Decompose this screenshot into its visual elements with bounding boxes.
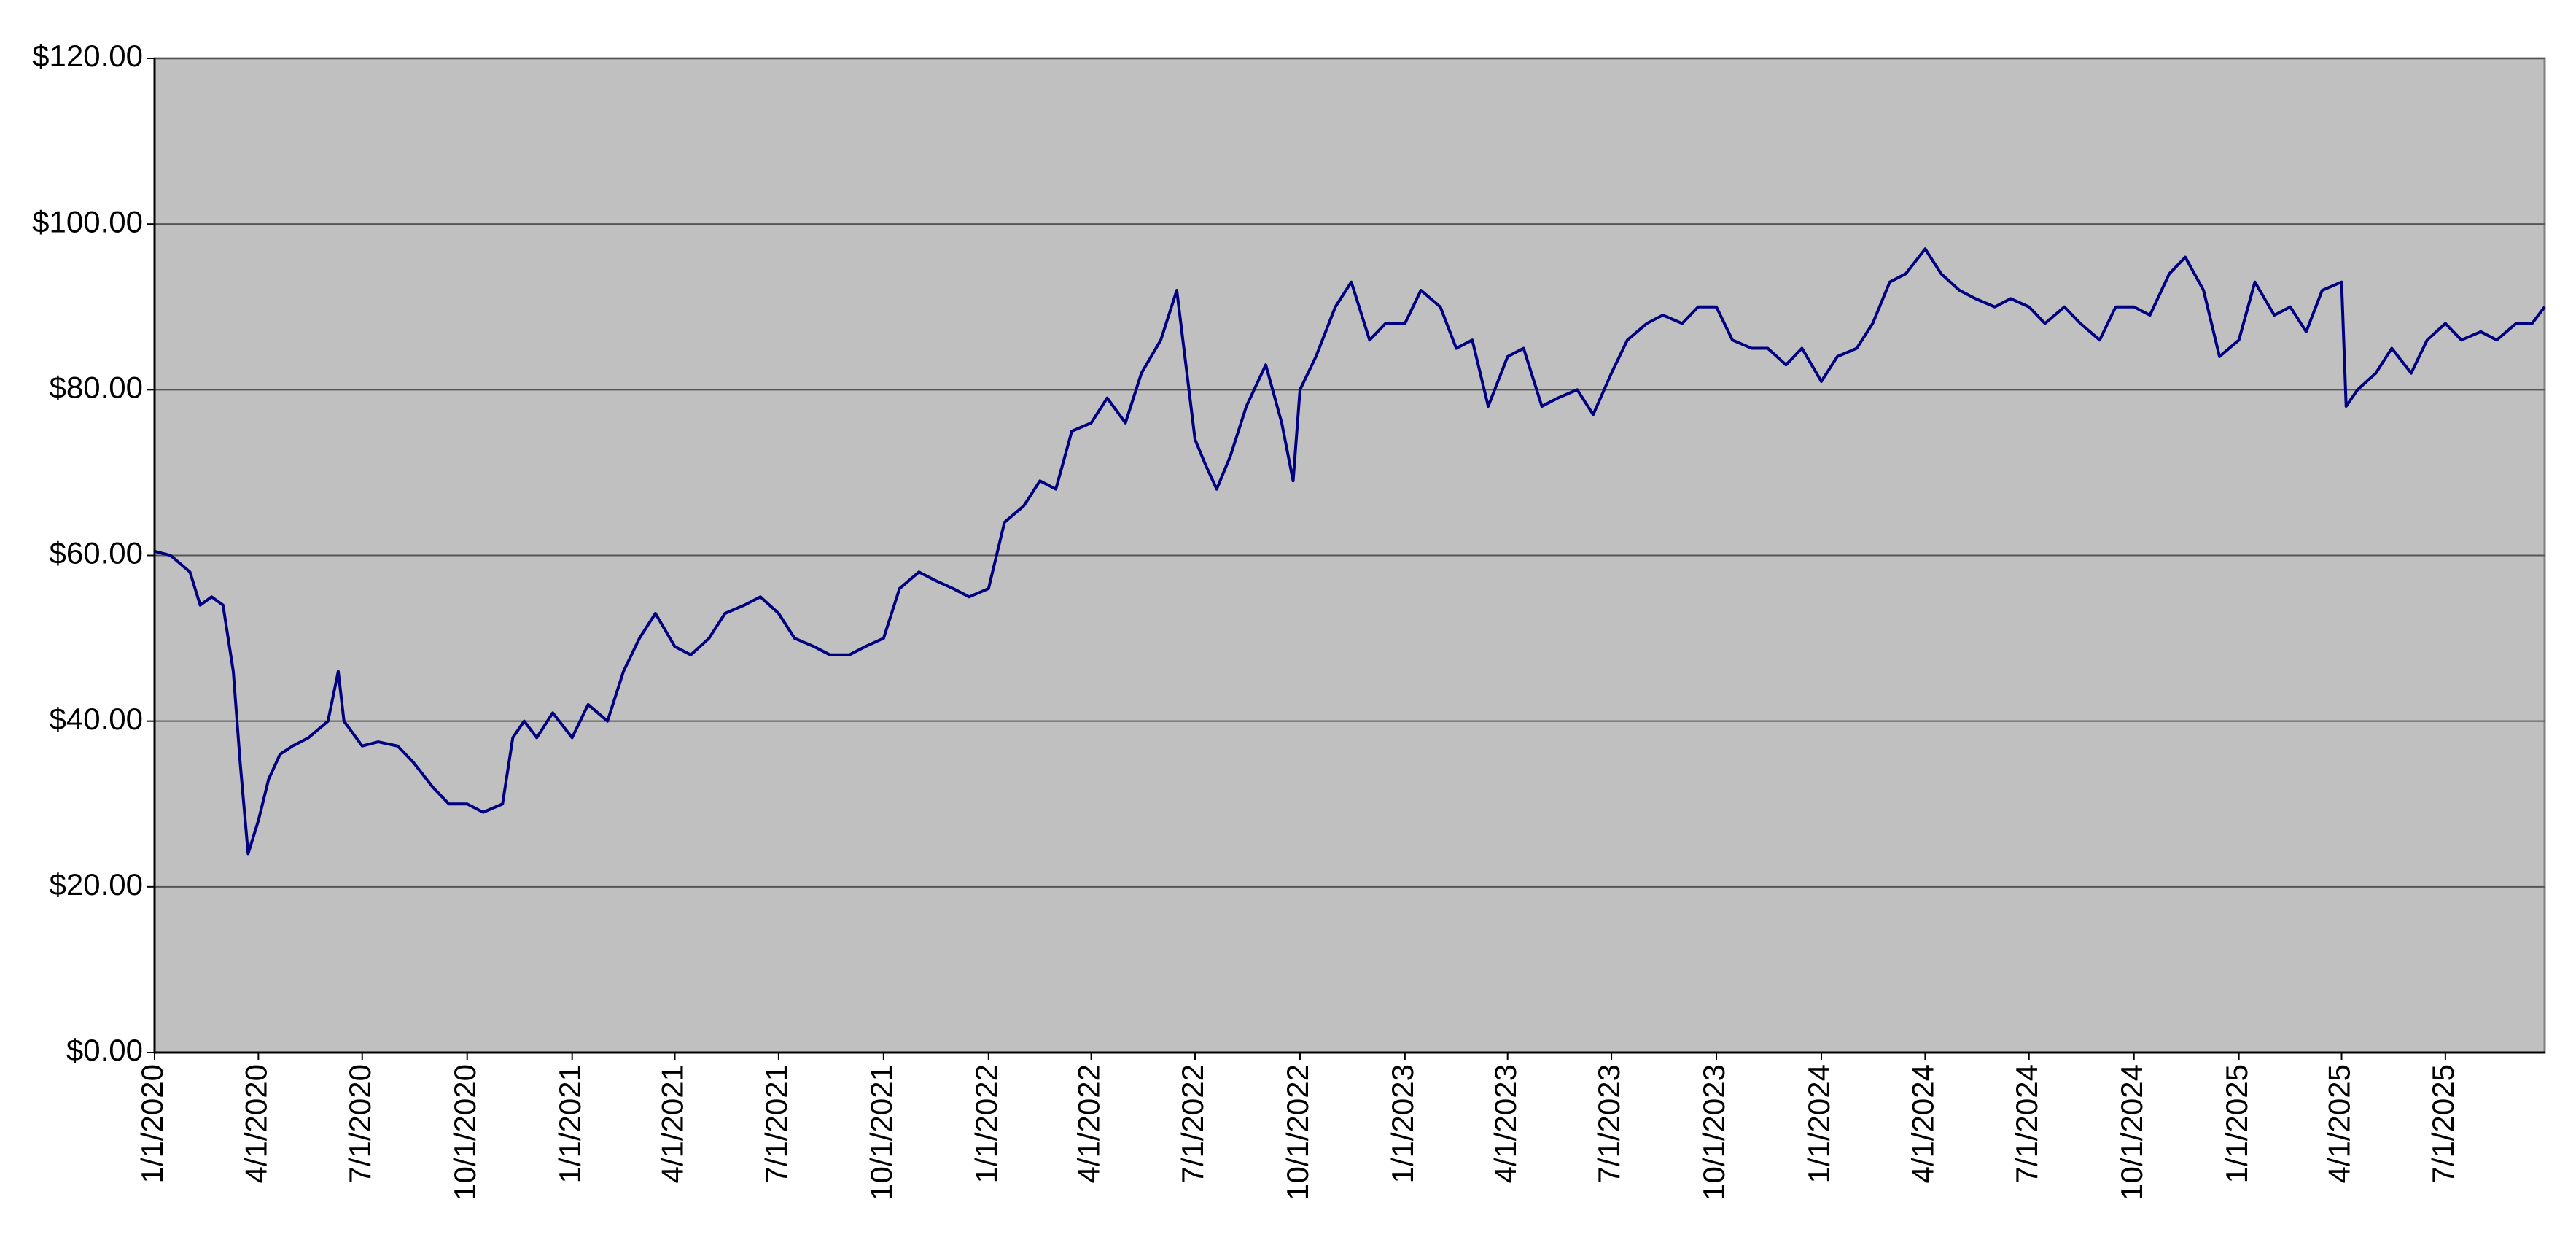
y-tick-label: $0.00 bbox=[66, 1033, 143, 1067]
x-tick-label: 10/1/2022 bbox=[1280, 1064, 1315, 1201]
x-tick-label: 10/1/2024 bbox=[2114, 1064, 2149, 1201]
y-tick-label: $40.00 bbox=[50, 702, 143, 736]
x-tick-label: 1/1/2022 bbox=[969, 1064, 1003, 1184]
x-tick-label: 7/1/2020 bbox=[343, 1064, 377, 1184]
x-tick-label: 4/1/2023 bbox=[1488, 1064, 1522, 1184]
x-tick-label: 7/1/2024 bbox=[2009, 1064, 2044, 1184]
y-tick-label: $120.00 bbox=[32, 39, 143, 73]
x-tick-label: 7/1/2021 bbox=[759, 1064, 793, 1184]
x-tick-label: 4/1/2020 bbox=[238, 1064, 273, 1184]
x-tick-label: 4/1/2024 bbox=[1905, 1064, 1939, 1184]
x-tick-label: 7/1/2023 bbox=[1592, 1064, 1626, 1184]
x-tick-label: 1/1/2024 bbox=[1802, 1064, 1836, 1184]
x-tick-label: 10/1/2021 bbox=[864, 1064, 898, 1201]
y-tick-label: $80.00 bbox=[50, 370, 143, 404]
x-tick-label: 10/1/2023 bbox=[1697, 1064, 1731, 1201]
data-line bbox=[154, 247, 2546, 856]
y-tick-label: $100.00 bbox=[32, 204, 143, 239]
x-tick-label: 1/1/2025 bbox=[2219, 1064, 2254, 1184]
x-tick-label: 4/1/2022 bbox=[1072, 1064, 1106, 1184]
x-tick-label: 4/1/2025 bbox=[2322, 1064, 2357, 1184]
x-tick-label: 1/1/2023 bbox=[1385, 1064, 1420, 1184]
x-tick-label: 10/1/2020 bbox=[448, 1064, 482, 1201]
x-tick-label: 1/1/2021 bbox=[553, 1064, 587, 1184]
x-tick-label: 4/1/2021 bbox=[655, 1064, 690, 1184]
x-tick-label: 1/1/2020 bbox=[135, 1064, 169, 1184]
y-tick-label: $60.00 bbox=[50, 536, 143, 570]
x-tick-label: 7/1/2025 bbox=[2426, 1064, 2460, 1184]
x-tick-label: 7/1/2022 bbox=[1175, 1064, 1210, 1184]
y-tick-label: $20.00 bbox=[50, 867, 143, 902]
